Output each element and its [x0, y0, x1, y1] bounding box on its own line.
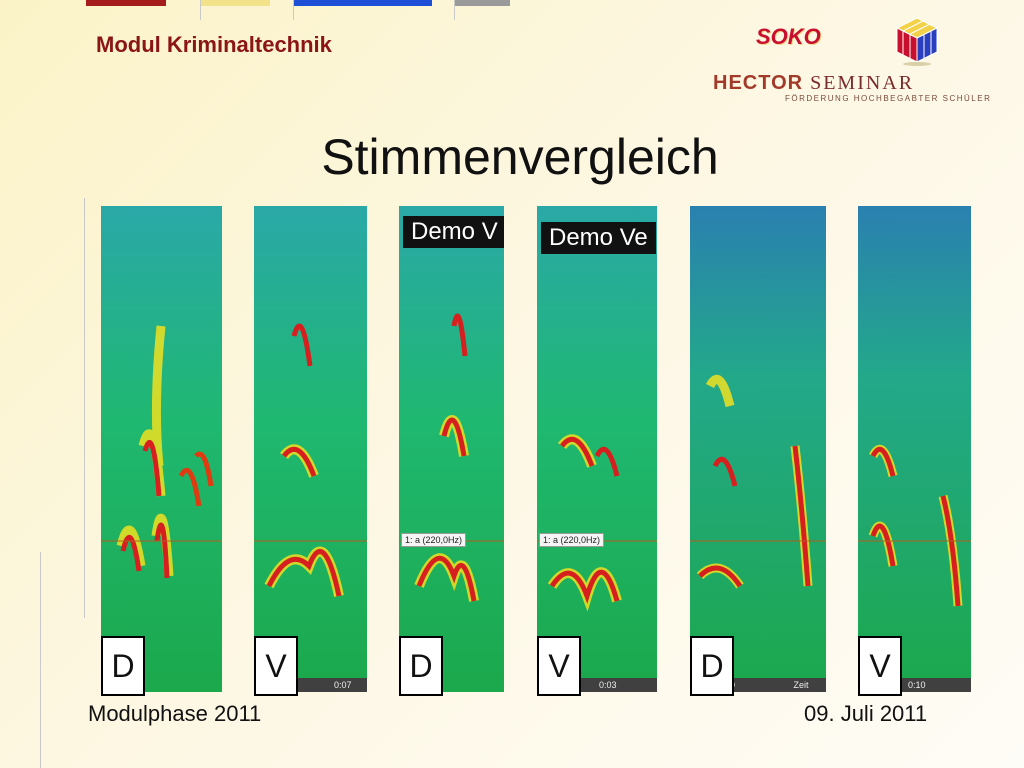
footer-date: 09. Juli 2011	[804, 701, 928, 726]
accent-bar-blue	[293, 0, 432, 6]
demo-label: Demo Ve	[541, 222, 656, 254]
time-label: 0:03	[599, 680, 617, 690]
soko-logo: SOKO	[756, 24, 821, 49]
left-rule	[84, 198, 85, 618]
spectrogram-image	[537, 206, 657, 692]
hector-logo-subtitle: FÖRDERUNG HOCHBEGABTER SCHÜLER	[785, 94, 992, 103]
label-box-d: D	[690, 636, 734, 696]
time-axis-label: Zeit (s:m	[793, 680, 809, 690]
spectrogram-image	[858, 206, 971, 692]
accent-bar-red	[86, 0, 166, 6]
frequency-marker: 1: a (220,0Hz)	[401, 533, 467, 547]
spectrogram-image	[254, 206, 367, 692]
divider-line	[454, 0, 455, 20]
hector-seminar-logo: HECTOR SEMINAR	[713, 72, 914, 95]
label-box-v: V	[254, 636, 298, 696]
accent-bar-gray	[454, 0, 510, 6]
divider-line	[293, 0, 294, 20]
hector-logo-bold: HECTOR	[713, 72, 804, 94]
divider-line	[200, 0, 201, 20]
spectrogram-4: Demo Ve 1: a (220,0Hz) 0:03	[537, 206, 657, 692]
label-box-v: V	[858, 636, 902, 696]
hector-logo-rest: SEMINAR	[810, 72, 915, 94]
label-box-v: V	[537, 636, 581, 696]
spectrogram-2: 0:07	[254, 206, 367, 692]
label-box-d: D	[101, 636, 145, 696]
spectrogram-3: Demo V 1: a (220,0Hz)	[399, 206, 504, 692]
accent-bar-yellow	[200, 0, 270, 6]
spectrogram-image	[399, 206, 504, 692]
spectrogram-5: 0 Zeit (s:m	[690, 206, 826, 692]
time-label: 0:07	[334, 680, 352, 690]
frequency-marker: 1: a (220,0Hz)	[539, 533, 605, 547]
time-label: 0:10	[908, 680, 926, 690]
label-box-d: D	[399, 636, 443, 696]
spectrogram-image	[690, 206, 826, 692]
demo-label: Demo V	[403, 216, 504, 248]
slide-title: Stimmenvergleich	[321, 129, 719, 185]
spectrogram-image	[101, 206, 222, 692]
rubiks-cube-icon	[895, 17, 939, 66]
left-rule-lower	[40, 552, 41, 768]
footer-module-phase: Modulphase 2011	[88, 701, 262, 726]
spectrogram-1	[101, 206, 222, 692]
module-title: Modul Kriminaltechnik	[96, 32, 332, 57]
spectrogram-6: 0:10	[858, 206, 971, 692]
